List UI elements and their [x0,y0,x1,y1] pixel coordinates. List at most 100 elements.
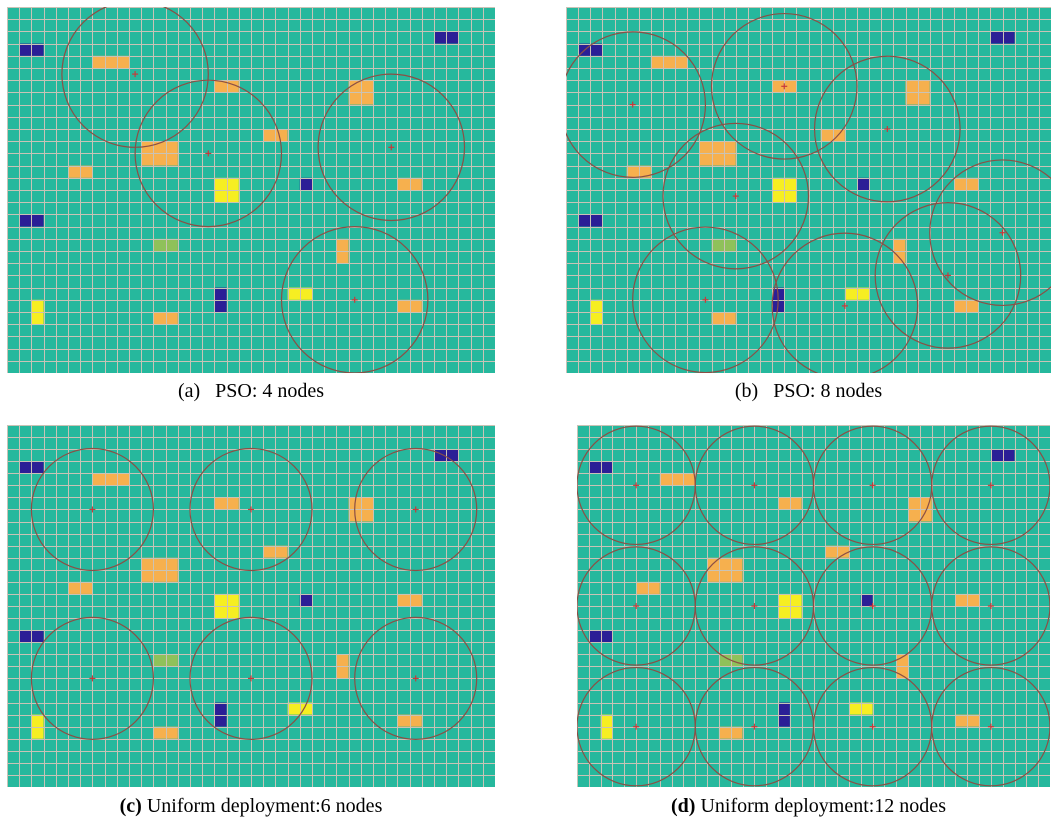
sensor-node-marker [751,482,758,489]
grid-map-b [566,7,1051,373]
obstacle-block [397,714,422,727]
sensor-node-marker [751,603,758,609]
obstacle-block [214,80,239,93]
sensor-node-marker [999,229,1006,236]
obstacle-block [711,238,736,251]
sensor-node-marker [388,144,395,151]
obstacle-block [778,497,802,510]
caption-d-text: Uniform deployment:12 nodes [700,795,946,817]
caption-a-label: (a) [177,380,201,402]
grid-map-a [7,7,495,373]
sensor-node-marker [987,482,994,489]
obstacle-block [214,287,227,312]
obstacle-block [153,238,178,251]
coverage-circle [931,546,1050,666]
caption-b-label: (b) [734,380,759,402]
sensor-node-marker [629,101,636,108]
grid-lines [7,425,495,787]
obstacle-block [707,557,743,582]
sensor-node-marker [412,675,419,682]
panel-d [577,425,1050,787]
coverage-circle [929,159,1051,307]
obstacle-block [153,726,178,739]
obstacle-block [397,299,422,312]
obstacle-block [299,177,312,190]
obstacle-block [31,714,44,739]
caption-d: (d) Uniform deployment:12 nodes [566,795,1051,818]
caption-c-text: Uniform deployment:6 nodes [146,795,383,817]
coverage-circle [931,425,1050,546]
obstacle-block [990,31,1015,44]
obstacle-block [650,55,688,68]
obstacle-block [848,702,873,715]
caption-d-label: (d) [671,795,696,817]
obstacle-block [92,473,129,486]
coverage-circle [30,616,155,740]
obstacle-block [287,287,312,300]
panel-b [566,7,1051,373]
sensor-node-marker [987,723,994,730]
obstacle-block [214,702,227,727]
coverage-circle [317,73,466,222]
coverage-circle [189,616,313,740]
obstacle-block [990,449,1015,462]
caption-c-label: (c) [119,795,142,817]
obstacle-block [397,177,422,190]
sensor-node-marker [702,296,709,303]
obstacle-block [588,461,613,474]
obstacle-block [141,557,178,582]
grid-map-c [7,425,495,787]
coverage-circle [354,616,478,740]
caption-b: (b) PSO: 8 nodes [566,380,1051,403]
coverage-circle [566,31,707,178]
obstacle-block [718,726,743,739]
caption-b-text: PSO: 8 nodes [773,380,883,402]
coverage-circle [30,447,155,572]
sensor-node-marker [633,482,640,489]
panel-a [7,7,495,373]
coverage-circle [813,55,961,203]
sensor-node-marker [89,506,96,513]
sensor-node-marker [869,482,876,489]
obstacle-block [857,177,870,190]
sensor-node-marker [841,302,848,309]
sensor-node-marker [248,506,254,513]
sensor-node-marker [132,71,139,78]
coverage-circle [189,447,313,572]
coverage-circle [931,666,1050,787]
coverage-circle [662,122,810,270]
sensor-node-marker [781,83,788,90]
sensor-node-marker [89,675,96,682]
obstacle-block [588,630,613,643]
sensor-node-marker [884,126,891,132]
obstacle-block [860,593,873,606]
sensor-node-marker [869,723,876,730]
grid-map-d [577,425,1050,787]
coverage-circle [710,12,858,160]
obstacle-block [397,593,422,606]
sensor-node-marker [987,603,994,609]
sensor-node-marker [751,723,758,730]
obstacle-block [778,702,790,727]
coverage-circle [134,79,283,228]
caption-a-text: PSO: 4 nodes [215,380,325,402]
sensor-node-marker [412,506,419,513]
obstacle-block [153,654,178,667]
obstacle-block [711,312,736,325]
coverage-circle [354,447,478,572]
coverage-circle [874,202,1022,349]
sensor-node-marker [944,272,951,279]
grid-lines [566,7,1051,373]
caption-c: (c) Uniform deployment:6 nodes [7,795,495,818]
sensor-node-marker [351,296,358,303]
sensor-node-marker [633,603,640,609]
obstacle-block [659,473,696,486]
obstacle-block [299,593,312,606]
coverage-circle [771,232,919,373]
coverage-circle [632,226,779,373]
obstacle-block [600,714,613,739]
sensor-node-marker [205,150,212,157]
obstacle-block [820,129,845,142]
caption-a: (a) PSO: 4 nodes [7,380,495,403]
obstacle-block [636,581,660,594]
